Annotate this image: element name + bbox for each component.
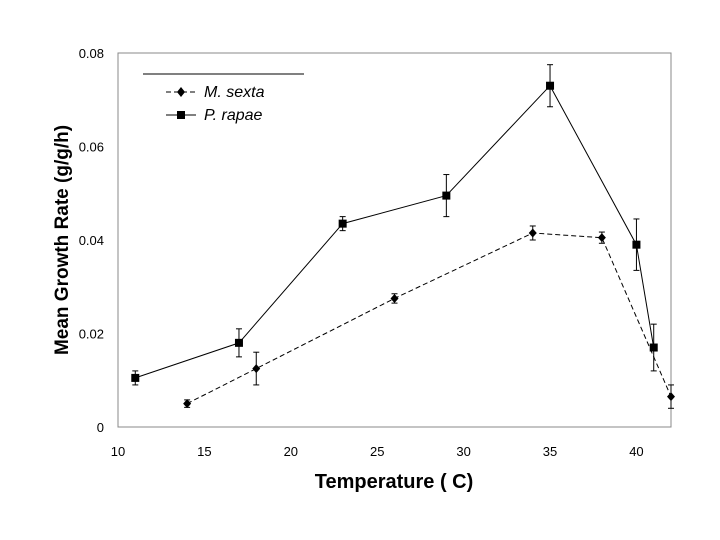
y-tick-label-3: 0.06 [79,140,104,155]
point-m-sexta-1 [252,364,261,374]
series-line-m-sexta [186,232,672,405]
point-p-rapae-0 [131,373,140,382]
point-m-sexta-2 [390,293,399,303]
y-tick-label-4: 0.08 [79,46,104,61]
y-tick-label-2: 0.04 [79,233,104,248]
x-axis-title: Temperature ( C) [315,471,474,493]
point-p-rapae-6 [649,343,658,352]
y-tick-label-1: 0.02 [79,327,104,342]
point-m-sexta-4 [597,233,606,243]
point-m-sexta-3 [528,228,537,238]
x-tick-label-5: 35 [543,444,557,459]
y-axis-title: Mean Growth Rate (g/g/h) [52,125,73,355]
legend: M. sexta P. rapae [143,73,304,124]
legend-label-m-sexta: M. sexta [204,84,265,101]
series-layer [131,64,675,409]
point-p-rapae-1 [234,338,243,347]
point-p-rapae-5 [632,240,641,249]
legend-label-p-rapae: P. rapae [204,107,263,124]
x-tick-label-6: 40 [629,444,643,459]
point-m-sexta-0 [183,399,192,409]
point-p-rapae-4 [546,81,555,90]
point-p-rapae-2 [338,219,347,228]
point-m-sexta-5 [667,392,675,402]
x-tick-label-3: 25 [370,444,384,459]
plot-area [117,52,672,428]
legend-marker-p-rapae [177,111,185,119]
x-tick-label-1: 15 [197,444,211,459]
x-tick-labels: 10 15 20 25 30 35 40 [111,444,644,459]
legend-marker-m-sexta [177,87,185,97]
x-tick-label-0: 10 [111,444,125,459]
point-p-rapae-3 [442,191,451,200]
x-tick-label-4: 30 [456,444,470,459]
y-tick-labels: 0 0.02 0.04 0.06 0.08 [79,46,104,435]
x-tick-label-2: 20 [284,444,298,459]
y-tick-label-0: 0 [97,420,104,435]
